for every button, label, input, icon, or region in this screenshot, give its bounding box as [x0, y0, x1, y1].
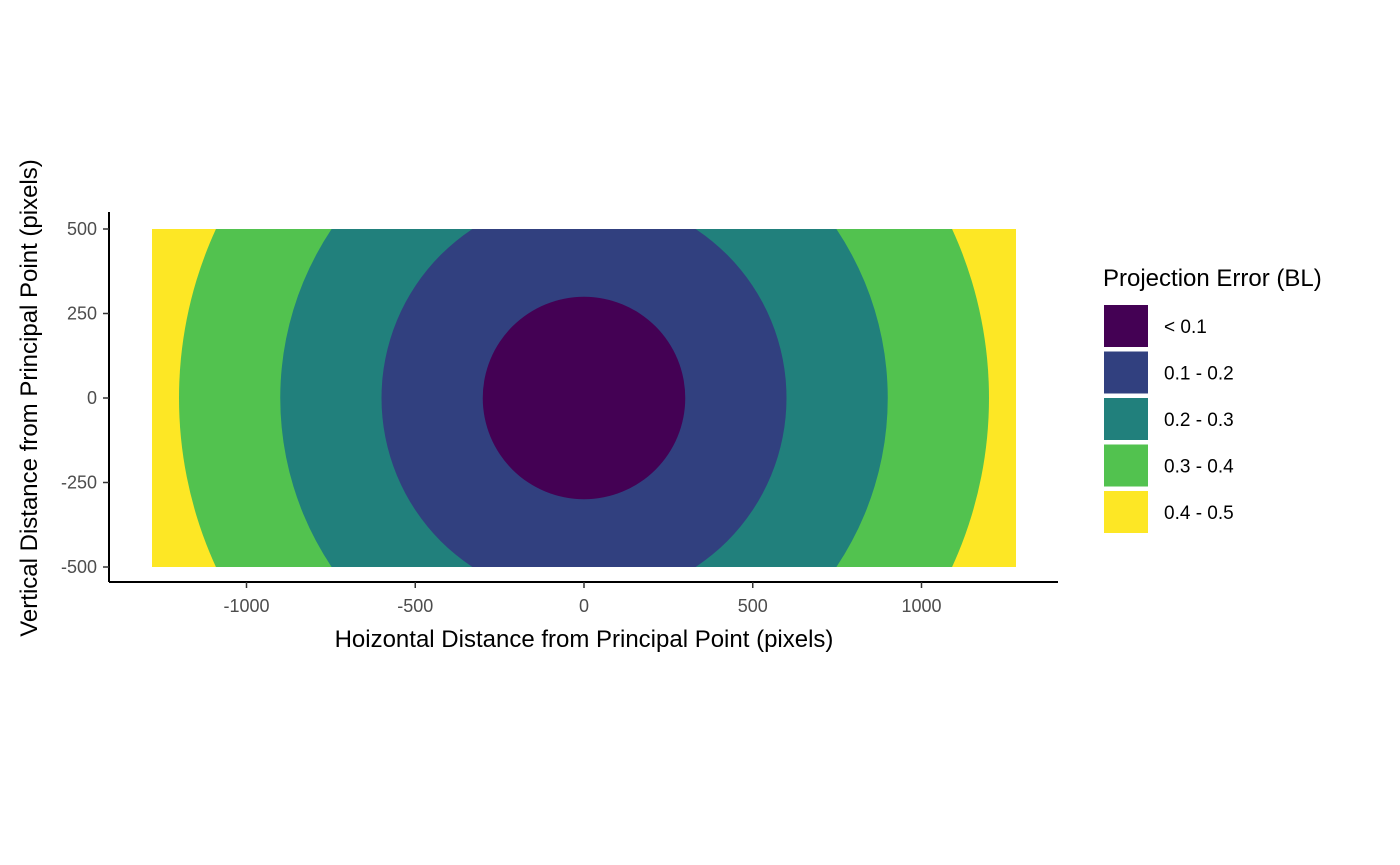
x-tick-label: 500 [738, 596, 768, 616]
legend-key-1 [1104, 351, 1148, 394]
plot-panel [152, 229, 1016, 567]
legend-label-2: 0.2 - 0.3 [1164, 410, 1234, 431]
legend-label-0: < 0.1 [1164, 317, 1207, 338]
legend-label-1: 0.1 - 0.2 [1164, 364, 1234, 385]
legend-title: Projection Error (BL) [1103, 265, 1322, 292]
y-axis-title: Vertical Distance from Principal Point (… [16, 159, 43, 637]
x-tick-label: -1000 [223, 596, 269, 616]
x-axis-title: Hoizontal Distance from Principal Point … [335, 626, 834, 653]
legend: Projection Error (BL) < 0.1 0.1 - 0.2 0.2 … [1103, 265, 1322, 533]
x-axis-ticks: -1000 -500 0 500 1000 [223, 582, 942, 616]
x-tick-label: 1000 [901, 596, 941, 616]
x-tick-label: 0 [579, 596, 589, 616]
y-tick-label: 250 [67, 304, 97, 324]
error-band-0 [482, 296, 686, 500]
legend-label-4: 0.4 - 0.5 [1164, 503, 1234, 524]
legend-key-4 [1104, 491, 1148, 533]
y-tick-label: -500 [61, 557, 97, 577]
legend-label-3: 0.3 - 0.4 [1164, 457, 1234, 478]
legend-key-0 [1104, 305, 1148, 347]
y-tick-label: 0 [87, 388, 97, 408]
y-tick-label: 500 [67, 219, 97, 239]
y-axis-ticks: 500 250 0 -250 -500 [61, 219, 109, 577]
y-tick-label: -250 [61, 473, 97, 493]
legend-key-3 [1104, 444, 1148, 487]
legend-key-2 [1104, 398, 1148, 440]
x-tick-label: -500 [397, 596, 433, 616]
